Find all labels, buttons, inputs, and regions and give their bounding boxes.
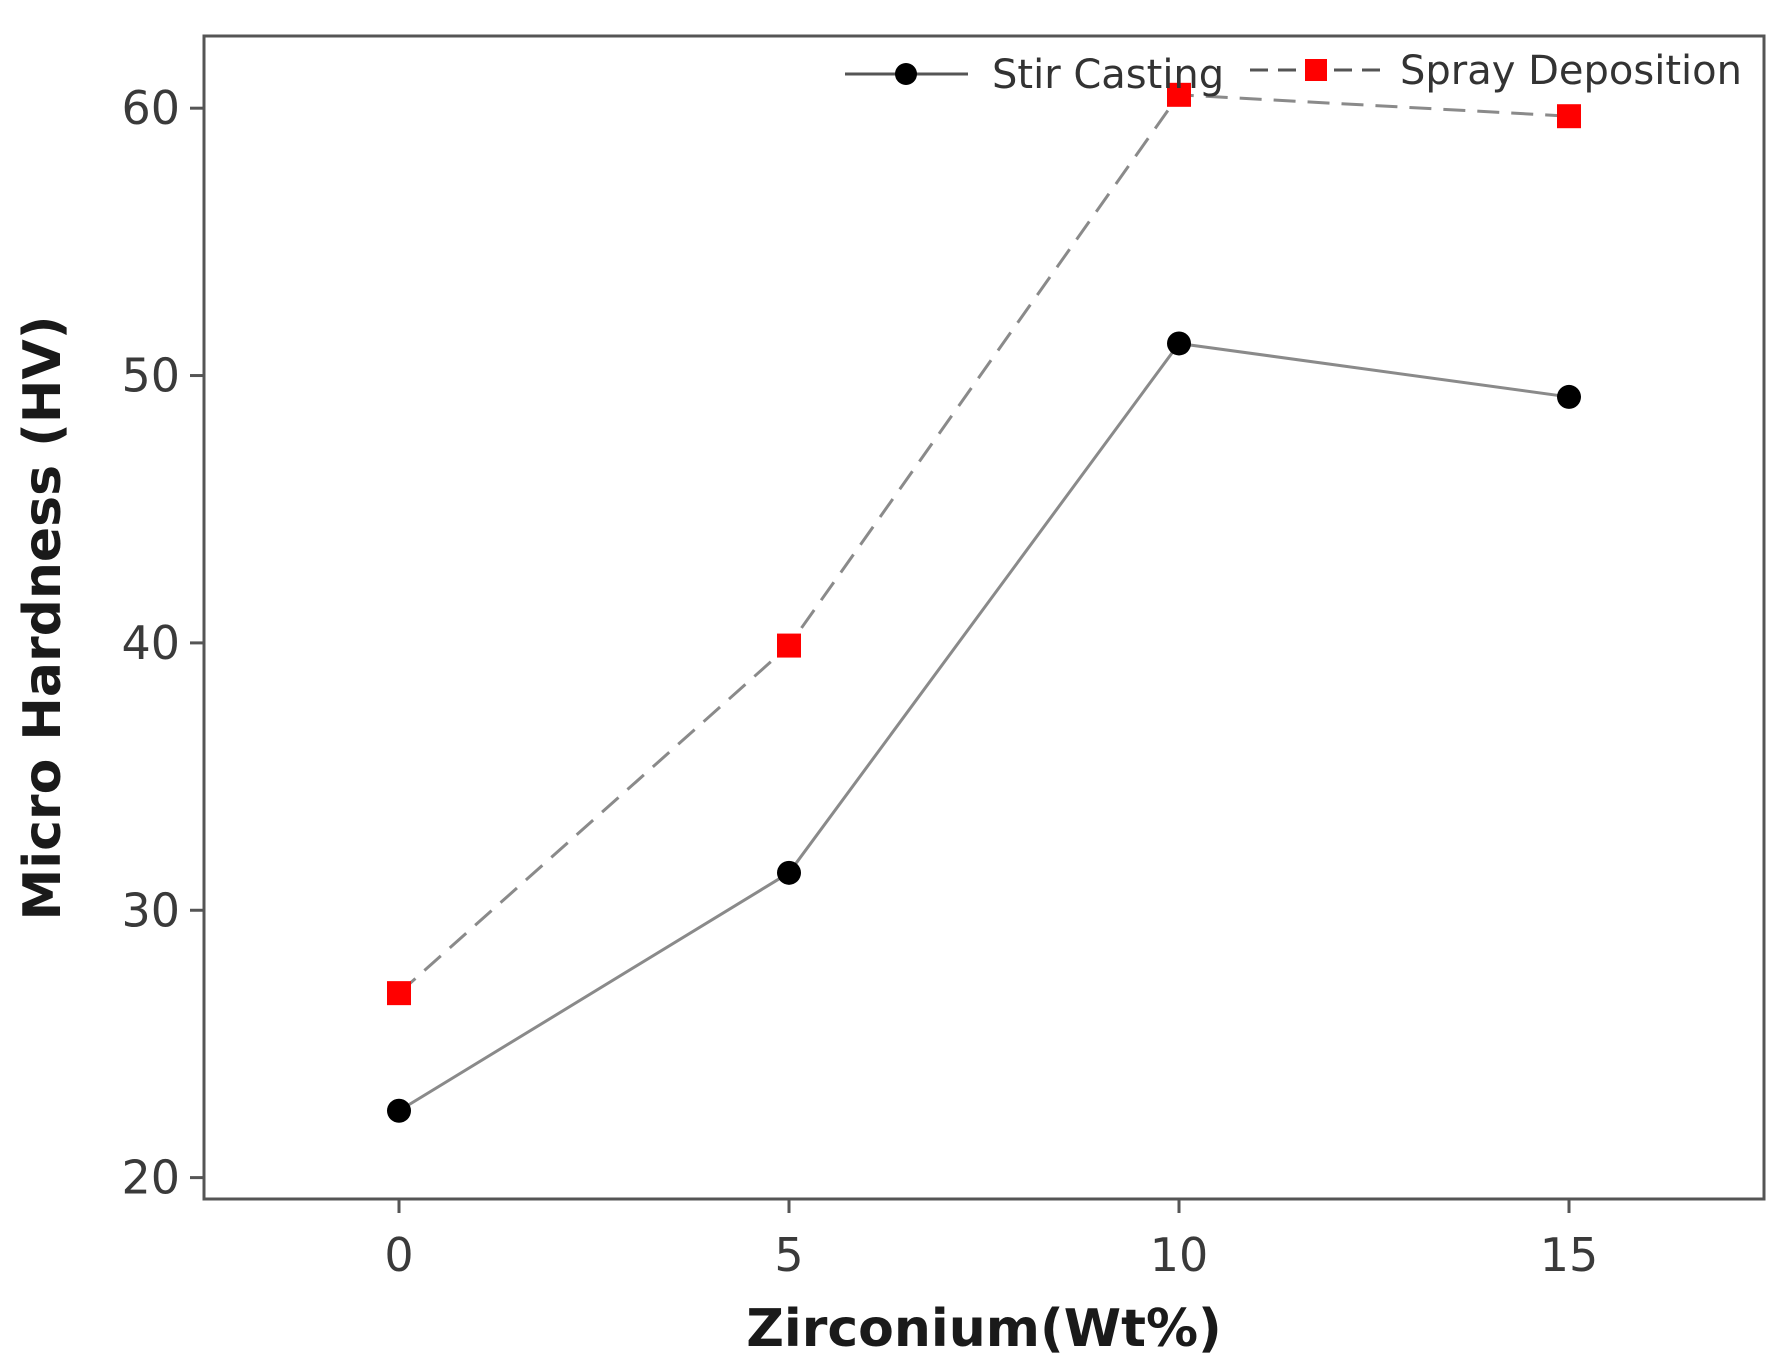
plot-frame xyxy=(202,34,1766,1201)
legend-marker-spray-deposition xyxy=(1305,59,1327,81)
y-tick-label: 50 xyxy=(121,349,180,403)
series-line-stir-casting xyxy=(398,341,1570,1113)
y-tick-label: 20 xyxy=(121,1151,180,1205)
data-point-spray-deposition xyxy=(1167,82,1191,107)
y-tick-label: 30 xyxy=(121,883,180,937)
x-axis-title: Zirconium(Wt%) xyxy=(746,1299,1222,1359)
y-tick-label: 40 xyxy=(121,616,180,670)
x-tick-label: 5 xyxy=(774,1228,803,1282)
data-point-stir-casting xyxy=(777,860,801,885)
legend-label-spray-deposition: Spray Deposition xyxy=(1400,48,1742,94)
data-point-spray-deposition xyxy=(387,981,411,1006)
series-line-spray-deposition xyxy=(398,93,1570,995)
legend-marker-stir-casting xyxy=(895,63,917,85)
x-tick-label: 10 xyxy=(1150,1228,1209,1282)
axes-layer: 0 5 10 15 20 30 40 50 60 xyxy=(121,81,1598,1282)
data-point-stir-casting xyxy=(1557,384,1581,409)
data-point-spray-deposition xyxy=(777,633,801,658)
series-layer xyxy=(387,82,1581,1123)
data-point-spray-deposition xyxy=(1557,104,1581,129)
legend: Stir Casting Spray Deposition xyxy=(845,48,1742,98)
legend-label-stir-casting: Stir Casting xyxy=(992,52,1224,98)
y-axis-title: Micro Hardness (HV) xyxy=(13,316,73,921)
x-tick-label: 15 xyxy=(1540,1228,1599,1282)
y-tick-label: 60 xyxy=(121,81,180,135)
data-point-stir-casting xyxy=(1167,331,1191,356)
data-point-stir-casting xyxy=(387,1098,411,1123)
x-tick-label: 0 xyxy=(384,1228,413,1282)
